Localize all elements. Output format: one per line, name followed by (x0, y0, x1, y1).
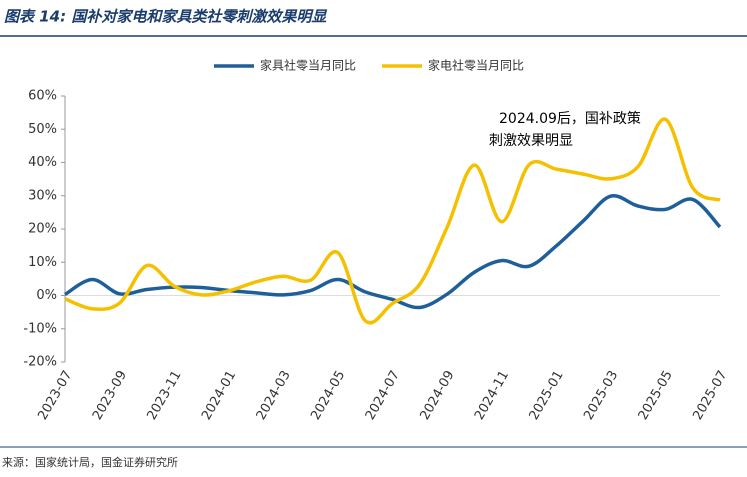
line-series (64, 193, 722, 310)
x-tick-label: 2024-01 (199, 368, 239, 423)
legend-label: 家具社零当月同比 (260, 58, 356, 73)
x-tick-label: 2023-09 (90, 368, 130, 423)
y-tick-label: 10% (28, 255, 57, 270)
y-tick-label: -20% (23, 355, 57, 370)
x-tick-label: 2023-07 (35, 368, 75, 423)
y-tick-label: 0% (36, 288, 57, 303)
y-tick-label: 40% (28, 155, 57, 170)
y-tick-label: 60% (28, 89, 57, 104)
chart-title: 图表 14: 国补对家电和家具类社零刺激效果明显 (4, 8, 327, 26)
x-tick-label: 2025-03 (581, 368, 621, 423)
x-tick-label: 2024-11 (472, 368, 512, 423)
annotation: 2024.09后，国补政策 (499, 110, 641, 127)
x-tick-label: 2024-03 (254, 368, 294, 423)
annotation: 刺激效果明显 (489, 132, 573, 149)
legend-label: 家电社零当月同比 (428, 58, 524, 73)
x-tick-label: 2023-11 (145, 368, 185, 423)
y-tick-label: 30% (28, 188, 57, 203)
y-tick-label: -10% (23, 321, 57, 336)
source-note: 来源：国家统计局，国金证券研究所 (2, 455, 178, 469)
line-series (64, 117, 721, 325)
y-tick-label: 20% (28, 222, 57, 237)
x-tick-label: 2024-09 (417, 368, 457, 423)
x-tick-label: 2024-05 (308, 368, 348, 423)
x-tick-label: 2025-07 (690, 368, 730, 423)
y-tick-label: 50% (28, 122, 57, 137)
x-tick-label: 2025-01 (527, 368, 567, 423)
x-tick-label: 2025-05 (636, 368, 676, 423)
x-tick-label: 2024-07 (363, 368, 403, 423)
